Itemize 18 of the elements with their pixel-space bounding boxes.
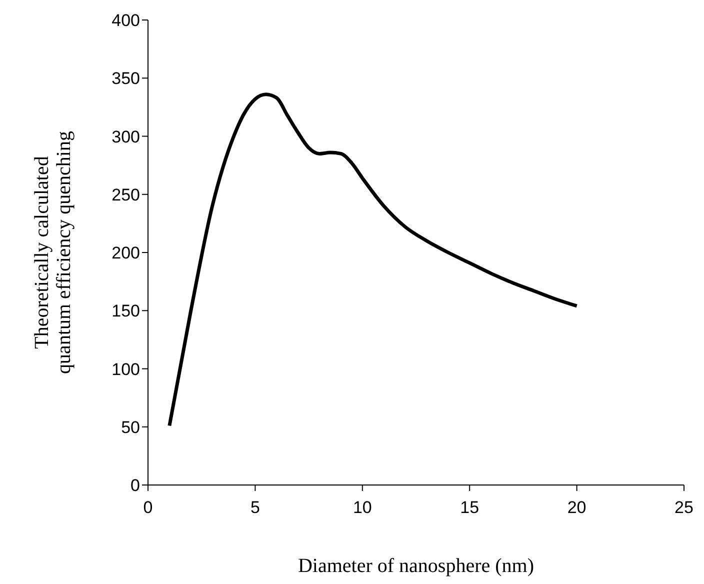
x-tick-label: 5 [250,498,260,518]
y-tick-label: 400 [112,11,140,30]
x-tick-label: 0 [143,498,153,518]
x-axis-title: Diameter of nanosphere (nm) [298,555,534,577]
x-tick-label: 20 [567,498,586,518]
y-tick-label: 50 [121,418,140,437]
x-tick-label: 25 [674,498,694,518]
x-tick-label: 10 [352,498,372,518]
y-tick-label: 200 [112,244,140,263]
line-series [168,92,579,428]
x-tick-label: 15 [460,498,480,518]
y-tick-label: 300 [112,127,140,146]
y-axis-title: Theoretically calculated quantum efficiency quenching [31,131,75,374]
y-tick-label: 100 [112,360,140,379]
y-tick-label: 350 [112,69,140,88]
y-tick-label: 150 [112,302,140,321]
y-tick-label: 0 [130,476,140,496]
y-tick-label: 250 [112,185,140,204]
